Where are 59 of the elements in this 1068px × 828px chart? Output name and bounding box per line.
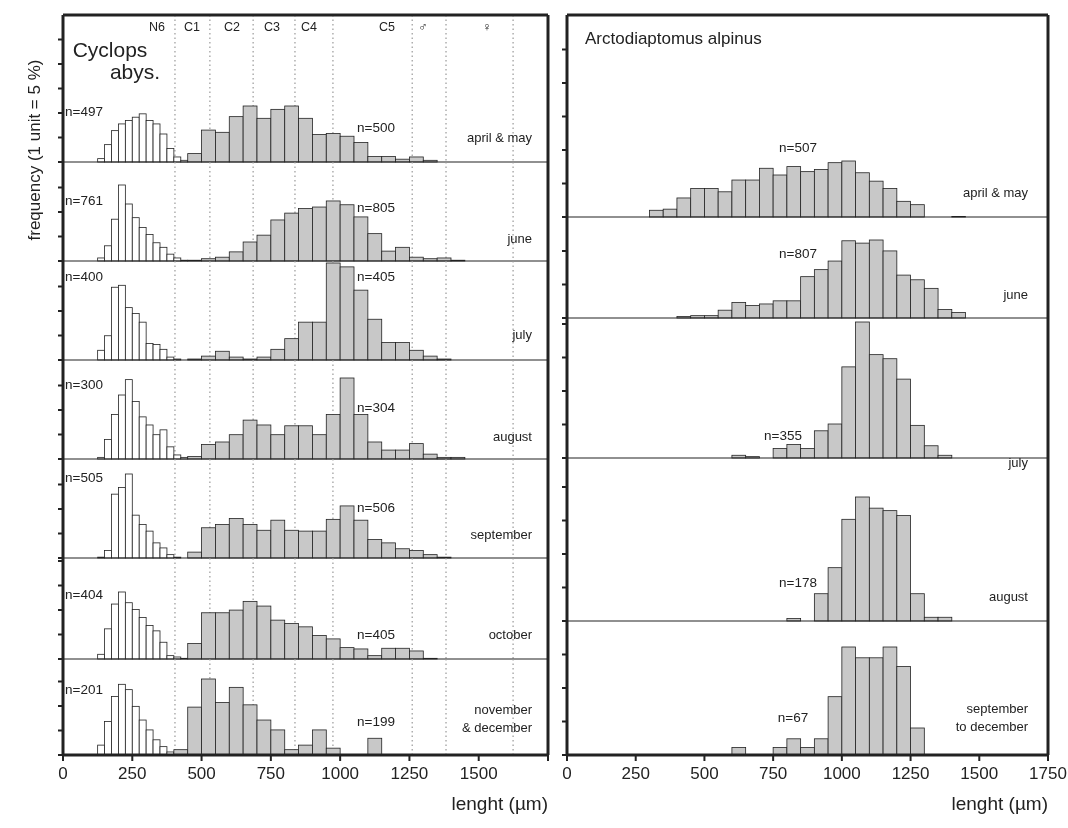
annotation: n=500 — [357, 120, 395, 135]
x-tick-label: 0 — [58, 764, 68, 783]
annotation: n=404 — [65, 587, 104, 602]
chart-title: Cyclops abys. — [72, 38, 161, 83]
x-tick-label: 750 — [256, 764, 286, 783]
x-tick-label: 750 — [758, 764, 788, 783]
x-tick-label: 1750 — [1029, 764, 1067, 783]
annotation: n=355 — [764, 428, 802, 443]
x-tick-label: 1500 — [459, 764, 498, 783]
annotation: april & may — [466, 130, 533, 145]
text: C3 — [264, 20, 281, 34]
annotation: n=805 — [357, 200, 395, 215]
x-tick-label: 250 — [118, 764, 147, 783]
x-tick-label: 500 — [690, 764, 719, 783]
annotation: n=506 — [357, 500, 395, 515]
annotation: n=199 — [357, 714, 395, 729]
annotation: july — [511, 327, 533, 342]
text: N6 — [149, 20, 166, 34]
annotation: n=505 — [65, 470, 103, 485]
x-tick-label: 250 — [621, 764, 650, 783]
y-axis-title: frequency (1 unit = 5 %) — [25, 59, 44, 241]
annotation: august — [988, 589, 1029, 604]
text: C4 — [301, 20, 318, 34]
x-axis-title: lenght (µm) — [951, 793, 1048, 814]
annotation: n=497 — [65, 104, 103, 119]
annotation: april & may — [962, 185, 1029, 200]
annotation: n=300 — [65, 377, 103, 392]
x-tick-label: 0 — [562, 764, 572, 783]
annotation: n=405 — [357, 627, 395, 642]
chart-title: Arctodiaptomus alpinus — [585, 29, 762, 48]
annotation: september — [470, 527, 533, 542]
annotation: n=178 — [779, 575, 817, 590]
x-tick-label: 1000 — [822, 764, 861, 783]
annotation: november & december — [461, 702, 533, 735]
annotation: n=201 — [65, 682, 103, 697]
annotation: june — [1002, 287, 1028, 302]
annotation: august — [492, 429, 533, 444]
annotation: july — [1007, 455, 1029, 470]
x-tick-label: 500 — [187, 764, 216, 783]
annotation: n=405 — [357, 269, 395, 284]
x-tick-label: 1250 — [390, 764, 429, 783]
annotation: october — [488, 627, 533, 642]
annotation: n=400 — [65, 269, 103, 284]
x-tick-label: 1250 — [891, 764, 930, 783]
text: C2 — [224, 20, 241, 34]
text: C5 — [379, 20, 396, 34]
text: ♂ — [418, 20, 428, 34]
annotation: n=807 — [779, 246, 817, 261]
annotation: n=304 — [357, 400, 396, 415]
annotation: n=67 — [777, 710, 809, 725]
text: n=507 — [779, 140, 817, 155]
text: ♀ — [482, 20, 492, 34]
x-axis-title: lenght (µm) — [451, 793, 548, 814]
annotation: september to december — [955, 701, 1029, 734]
annotation: n=761 — [65, 193, 103, 208]
x-tick-label: 1000 — [321, 764, 360, 783]
text: C1 — [184, 20, 201, 34]
x-tick-label: 1500 — [960, 764, 999, 783]
annotation: june — [506, 231, 532, 246]
